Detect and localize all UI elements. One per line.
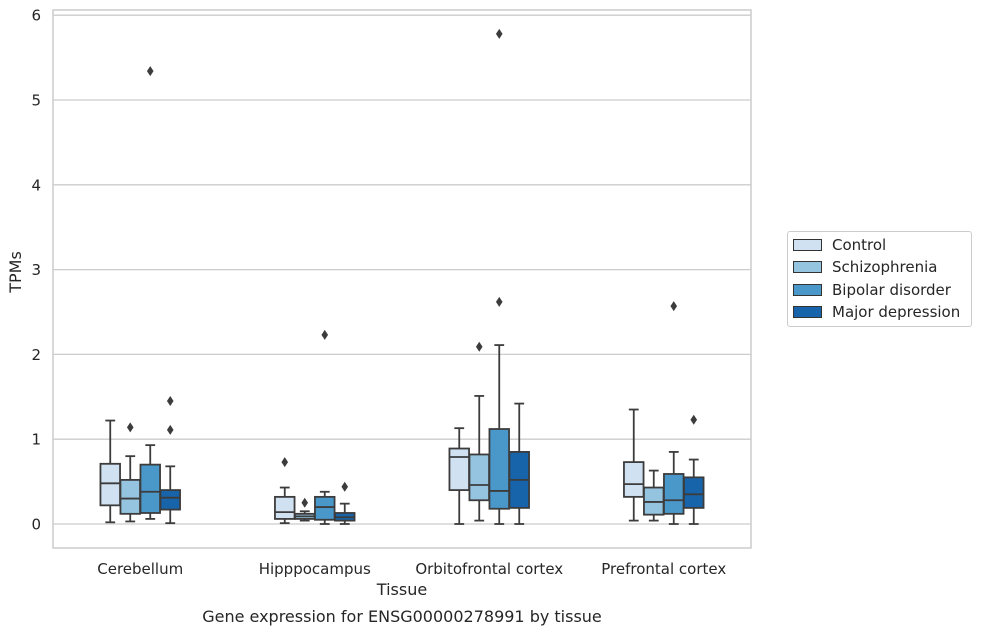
x-tick-label-0: Cerebellum xyxy=(97,560,183,578)
x-tick-label-3: Prefrontal cortex xyxy=(601,560,726,578)
y-tick-label-6: 6 xyxy=(31,7,41,25)
box-0-3-outlier-0 xyxy=(166,424,174,435)
box-2-2-iqr xyxy=(488,428,510,510)
y-tick-label-4: 4 xyxy=(31,176,41,194)
box-3-3-iqr xyxy=(683,476,705,509)
x-tick-label-1: Hipppocampus xyxy=(259,560,371,578)
legend-item-bipolar-disorder: Bipolar disorder xyxy=(793,280,951,300)
y-axis-label: TPMs xyxy=(6,251,25,294)
boxes xyxy=(99,28,705,525)
box-1-1-outlier-0 xyxy=(301,497,309,508)
legend-swatch-control xyxy=(793,239,822,251)
y-tick-label-3: 3 xyxy=(31,261,41,279)
y-tick-labels: 0 1 2 3 4 5 6 xyxy=(31,7,41,534)
y-tick-label-1: 1 xyxy=(31,431,41,449)
box-2-1-outlier-0 xyxy=(475,341,483,352)
legend-swatch-schizophrenia xyxy=(793,261,822,273)
legend-label-schizophrenia: Schizophrenia xyxy=(832,258,938,276)
box-2-2-outlier-1 xyxy=(495,28,503,39)
box-3-2-outlier-0 xyxy=(670,301,678,312)
chart-title: Gene expression for ENSG00000278991 by t… xyxy=(202,607,602,626)
box-0-3-iqr xyxy=(159,489,181,511)
box-0-1-iqr xyxy=(119,479,141,515)
box-3-0-iqr xyxy=(623,461,645,498)
legend-item-major-depression: Major depression xyxy=(793,302,960,322)
legend-swatch-major-depression xyxy=(793,306,822,318)
y-tick-label-5: 5 xyxy=(31,92,41,110)
x-tick-label-2: Orbitofrontal cortex xyxy=(415,560,563,578)
legend-swatch-bipolar-disorder xyxy=(793,284,822,296)
y-tick-label-0: 0 xyxy=(31,516,41,534)
y-tick-label-2: 2 xyxy=(31,346,41,364)
box-3-2-iqr xyxy=(663,473,685,515)
legend-item-control: Control xyxy=(793,235,886,255)
box-2-1-iqr xyxy=(468,453,490,502)
box-1-2-outlier-0 xyxy=(321,329,329,340)
box-1-2-iqr xyxy=(314,495,336,521)
legend-item-schizophrenia: Schizophrenia xyxy=(793,257,937,277)
box-0-3-outlier-1 xyxy=(166,396,174,407)
plot-area-frame xyxy=(52,9,752,549)
x-tick-labels: Cerebellum Hipppocampus Orbitofrontal cort… xyxy=(97,560,726,578)
box-1-0-iqr xyxy=(274,495,296,520)
box-2-0-iqr xyxy=(448,447,470,491)
box-0-2-outlier-0 xyxy=(146,66,154,77)
legend-label-control: Control xyxy=(832,236,887,254)
box-0-2-iqr xyxy=(139,463,161,514)
box-0-1-outlier-0 xyxy=(126,422,134,433)
legend: Control Schizophrenia Bipolar disorder M… xyxy=(787,231,972,327)
box-0-0-iqr xyxy=(99,462,121,507)
box-2-2-outlier-0 xyxy=(495,296,503,307)
box-1-0-outlier-0 xyxy=(281,457,289,468)
legend-label-bipolar-disorder: Bipolar disorder xyxy=(832,281,951,299)
legend-label-major-depression: Major depression xyxy=(832,303,961,321)
gridlines xyxy=(53,14,751,525)
box-1-3-outlier-0 xyxy=(341,481,349,492)
box-3-3-outlier-0 xyxy=(690,414,698,425)
x-axis-label: Tissue xyxy=(376,580,427,599)
